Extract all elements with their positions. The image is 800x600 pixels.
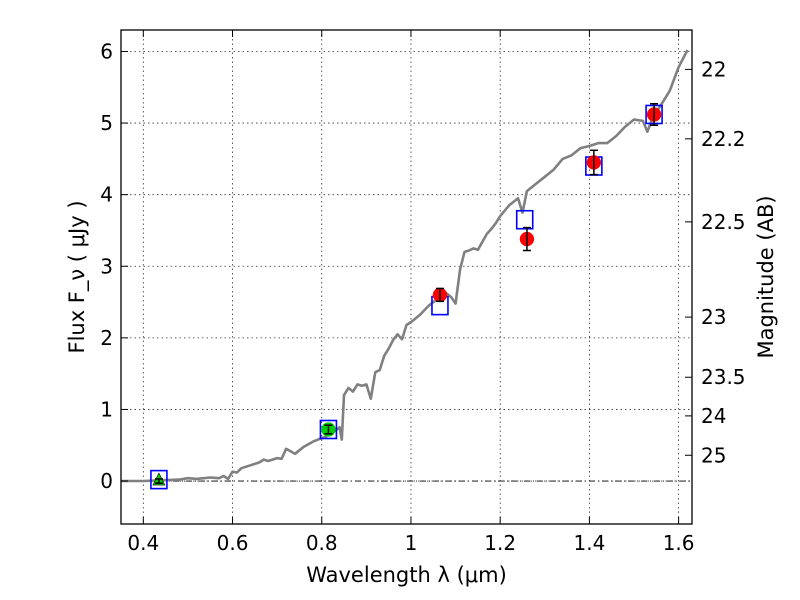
y-tick-label: 3: [100, 254, 113, 278]
x-tick-label: 0.4: [127, 531, 159, 555]
y-tick-label: 6: [100, 39, 113, 63]
x-axis-label: Wavelength λ (μm): [306, 563, 507, 587]
grid-layer: [121, 30, 692, 524]
right-tick-label: 24: [701, 404, 726, 428]
x-tick-label: 1.6: [663, 531, 695, 555]
right-tick-label: 22.5: [701, 210, 746, 234]
model-spectrum-layer: [121, 49, 689, 483]
y-tick-label: 5: [100, 111, 113, 135]
x-tick-label: 1: [405, 531, 418, 555]
right-tick-label: 25: [701, 443, 726, 467]
model-photometry-square: [150, 469, 168, 490]
right-tick-label: 23: [701, 305, 726, 329]
model-photometry-square: [319, 419, 338, 440]
model-spectrum-line: [121, 49, 689, 483]
x-tick-label: 0.8: [306, 531, 338, 555]
y-axis-label: Flux F_ν ( μJy ): [65, 200, 90, 353]
right-tick-label: 22.2: [701, 127, 746, 151]
right-tick-label: 22: [701, 57, 726, 81]
right-axis-label: Magnitude (AB): [754, 195, 778, 358]
right-tick-label: 23.5: [701, 365, 746, 389]
plot-frame: [120, 29, 693, 525]
y-tick-label: 2: [100, 326, 113, 350]
y-tick-label: 0: [100, 469, 113, 493]
ticks-layer: 0.4 0.6 0.8 1 1.2 1.4 1.601234562222.222.52323…: [100, 30, 746, 555]
x-tick-label: 0.6: [217, 531, 249, 555]
x-tick-label: 1.4: [573, 531, 605, 555]
data-points-layer: [150, 102, 663, 490]
model-photometry-square: [515, 209, 534, 230]
y-tick-label: 4: [100, 183, 113, 207]
x-tick-label: 1.2: [484, 531, 516, 555]
y-tick-label: 1: [100, 397, 113, 421]
